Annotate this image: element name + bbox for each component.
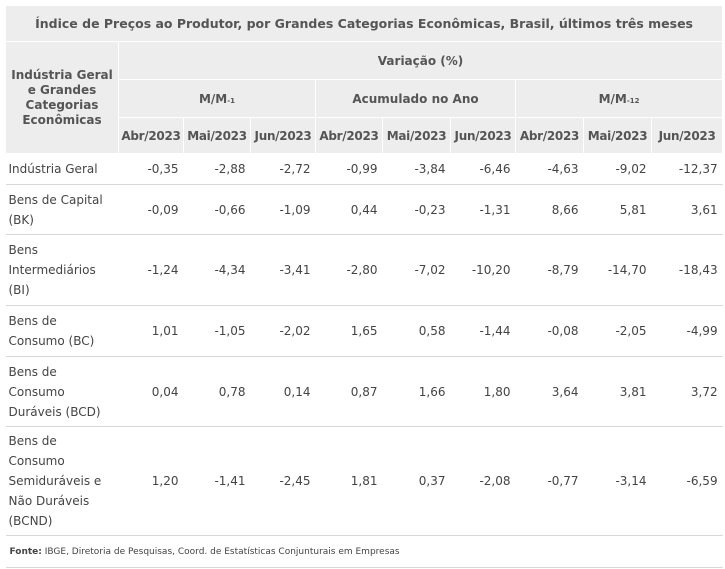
month-header: Mai/2023 [382,117,451,154]
group-subscript: -12 [626,96,640,105]
value-cell: 5,81 [583,184,652,235]
value-cell: -7,02 [382,234,451,306]
row-label: Bens Intermediários (BI) [5,234,119,306]
value-cell: -0,99 [315,153,383,185]
month-header: Abr/2023 [515,117,584,154]
value-cell: -2,08 [450,426,516,536]
value-cell: -14,70 [583,234,652,306]
value-cell: 3,61 [651,184,723,235]
value-cell: -0,66 [183,184,251,235]
month-header: Mai/2023 [583,117,652,154]
value-cell: -4,63 [515,153,584,185]
value-cell: 1,81 [315,426,383,536]
footnote-text: IBGE, Diretoria de Pesquisas, Coord. de … [41,546,400,557]
table-row: Bens Intermediários (BI) -1,24 -4,34 -3,41-… [5,234,723,306]
value-cell: 0,37 [382,426,451,536]
ipp-table: Índice de Preços ao Produtor, por Grande… [4,5,724,568]
stub-header: Indústria Geral e Grandes Categorias Eco… [5,41,119,154]
value-cell: -18,43 [651,234,723,306]
row-label: Bens de Consumo Semiduráveis e Não Duráv… [5,426,119,536]
group-header: Acumulado no Ano [315,79,516,118]
table-row: Bens de Consumo Duráveis (BCD) 0,04 0,78 0,… [5,356,723,427]
value-cell: -1,41 [183,426,251,536]
value-cell: -8,79 [515,234,584,306]
value-cell: -6,46 [450,153,516,185]
value-cell: 8,66 [515,184,584,235]
value-cell: 0,87 [315,356,383,427]
value-cell: -1,31 [450,184,516,235]
value-cell: -1,44 [450,305,516,357]
value-cell: 1,66 [382,356,451,427]
month-header: Abr/2023 [315,117,383,154]
group-label: M/M [198,91,228,106]
table-title: Índice de Preços ao Produtor, por Grande… [4,5,724,42]
value-cell: 0,04 [118,356,184,427]
value-cell: -6,59 [651,426,723,536]
table-row: Indústria Geral -0,35 -2,88 -2,72 -0,99 -3,84… [5,153,723,185]
value-cell: -10,20 [450,234,516,306]
value-cell: 1,01 [118,305,184,357]
value-cell: 3,72 [651,356,723,427]
value-cell: -2,72 [250,153,316,185]
value-cell: -2,88 [183,153,251,185]
month-header: Mai/2023 [183,117,251,154]
value-cell: -1,09 [250,184,316,235]
month-header: Jun/2023 [250,117,316,154]
value-cell: -1,05 [183,305,251,357]
value-cell: -0,35 [118,153,184,185]
value-cell: -0,08 [515,305,584,357]
value-cell: 0,78 [183,356,251,427]
value-cell: -4,99 [651,305,723,357]
table-row: Bens de Consumo Semiduráveis e Não Duráv… [5,426,723,536]
month-header: Jun/2023 [650,117,724,154]
row-label: Bens de Consumo (BC) [5,305,119,357]
footnote-label: Fonte: [9,546,42,557]
row-label: Bens de Consumo Duráveis (BCD) [5,356,119,427]
value-cell: -4,34 [183,234,251,306]
row-label: Bens de Capital (BK) [5,184,119,235]
value-cell: -2,45 [250,426,316,536]
value-cell: -0,23 [382,184,451,235]
variation-header: Variação (%) [117,41,724,80]
table-row: Bens de Consumo (BC) 1,01 -1,05 -2,02 1,65 0,… [5,305,723,357]
footnote: Fonte: IBGE, Diretoria de Pesquisas, Coo… [5,535,723,568]
value-cell: -2,05 [583,305,652,357]
group-label: Acumulado no Ano [352,91,479,106]
month-header: Abr/2023 [118,117,184,154]
value-cell: -2,80 [315,234,383,306]
month-header: Jun/2023 [450,117,516,154]
table-row: Bens de Capital (BK) -0,09 -0,66 -1,09 0,44-… [5,184,723,235]
value-cell: -9,02 [583,153,652,185]
value-cell: 1,65 [315,305,383,357]
value-cell: -3,84 [382,153,451,185]
value-cell: -1,24 [118,234,184,306]
group-header: M/M-1 [118,79,316,118]
value-cell: 0,14 [250,356,316,427]
value-cell: 0,44 [315,184,383,235]
value-cell: 0,58 [382,305,451,357]
value-cell: -3,41 [250,234,316,306]
group-subscript: -1 [227,96,236,105]
value-cell: -12,37 [651,153,723,185]
value-cell: 1,80 [450,356,516,427]
value-cell: 3,81 [583,356,652,427]
value-cell: 3,64 [515,356,584,427]
group-header: M/M-12 [514,79,724,118]
value-cell: -3,14 [583,426,652,536]
row-label: Indústria Geral [5,153,119,185]
value-cell: -0,09 [118,184,184,235]
value-cell: -0,77 [515,426,584,536]
footnote-row: Fonte: IBGE, Diretoria de Pesquisas, Coo… [5,535,723,568]
value-cell: 1,20 [118,426,184,536]
value-cell: -2,02 [250,305,316,357]
group-label: M/M [598,91,627,106]
